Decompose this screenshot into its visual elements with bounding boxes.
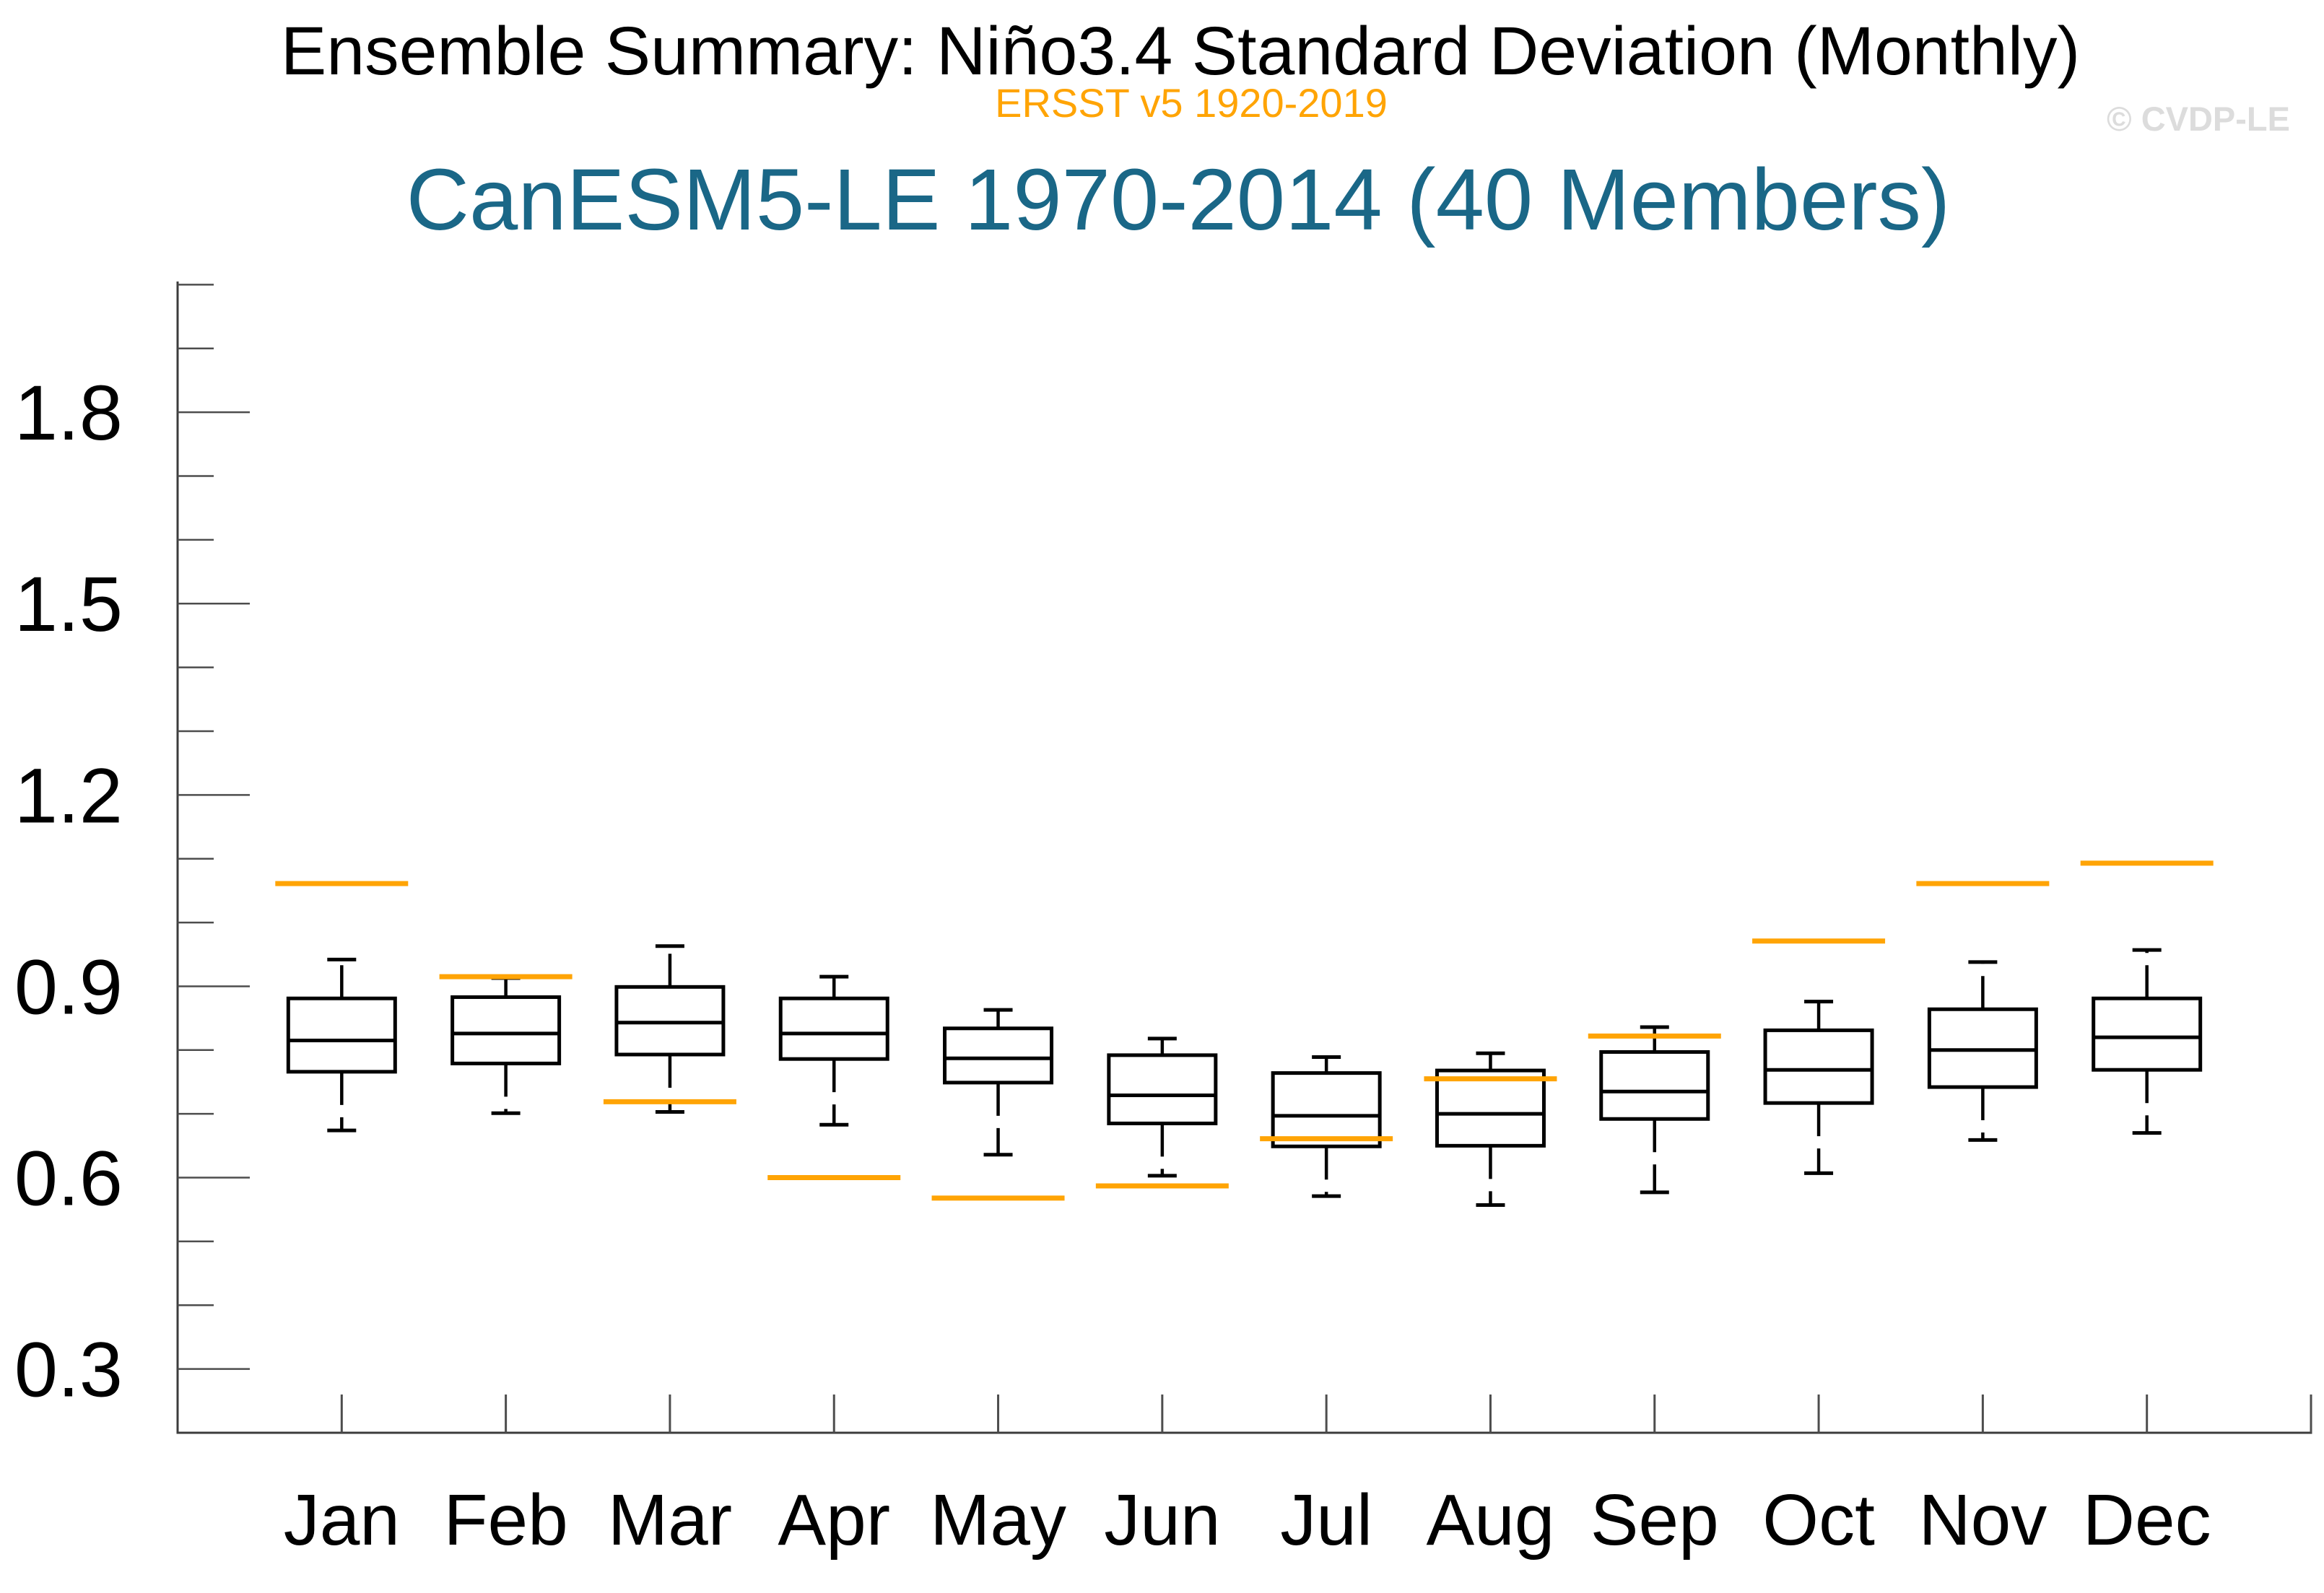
box-group-Jun: [1107, 1036, 1218, 1178]
labels-layer: 0.3 0.6 0.9 1.2 1.5 1.8 Jan Feb Mar Apr May Jun Jul A…: [14, 369, 2211, 1561]
axes-layer: [176, 281, 2312, 1434]
watermark-label: © CVDP-LE: [2107, 100, 2290, 138]
iqr-box: [451, 995, 562, 1065]
boxes-layer: [286, 944, 2203, 1208]
box-group-May: [943, 1008, 1054, 1157]
iqr-box: [2092, 996, 2203, 1072]
y-tick-label: 0.9: [14, 943, 123, 1030]
iqr-box: [943, 1026, 1054, 1085]
x-tick-label: Jan: [284, 1480, 400, 1561]
model-title: CanESM5-LE 1970-2014 (40 Members): [406, 150, 1951, 248]
page-title: Ensemble Summary: Niño3.4 Standard Devia…: [281, 13, 2080, 90]
obs-layer: [275, 860, 2214, 1201]
box-group-Nov: [1927, 960, 2038, 1142]
x-tick-label: Mar: [608, 1480, 732, 1561]
box-group-Apr: [778, 974, 889, 1127]
iqr-box: [1435, 1068, 1546, 1148]
x-tick-label: Feb: [443, 1480, 567, 1561]
iqr-box: [1107, 1053, 1218, 1125]
iqr-box: [286, 996, 397, 1074]
box-group-Jan: [286, 957, 397, 1132]
y-tick-label: 0.3: [14, 1326, 123, 1413]
subtitle-obs-dataset: ERSST v5 1920-2019: [995, 80, 1388, 126]
y-tick-label: 1.2: [14, 751, 123, 839]
box-group-Feb: [451, 976, 562, 1115]
x-tick-label: Sep: [1590, 1480, 1719, 1561]
x-tick-label: Aug: [1426, 1480, 1554, 1561]
iqr-box: [614, 985, 726, 1057]
x-tick-label: May: [930, 1480, 1066, 1561]
box-group-Oct: [1763, 1000, 1874, 1175]
x-tick-label: Jul: [1280, 1480, 1372, 1561]
iqr-box: [778, 996, 889, 1061]
box-group-Mar: [614, 944, 726, 1114]
x-tick-label: Apr: [778, 1480, 890, 1561]
iqr-box: [1927, 1007, 2038, 1089]
y-tick-label: 0.6: [14, 1135, 123, 1222]
box-group-Dec: [2092, 948, 2203, 1135]
x-tick-label: Dec: [2083, 1480, 2211, 1561]
x-tick-label: Oct: [1762, 1480, 1875, 1561]
box-group-Jul: [1271, 1055, 1382, 1198]
iqr-box: [1763, 1028, 1874, 1105]
iqr-box: [1271, 1071, 1382, 1148]
x-tick-label: Jun: [1104, 1480, 1220, 1561]
y-tick-label: 1.8: [14, 369, 123, 456]
x-tick-label: Nov: [1918, 1480, 2047, 1561]
iqr-box: [1599, 1049, 1710, 1121]
y-tick-label: 1.5: [14, 560, 123, 647]
box-group-Aug: [1435, 1051, 1546, 1208]
box-group-Sep: [1599, 1025, 1710, 1195]
